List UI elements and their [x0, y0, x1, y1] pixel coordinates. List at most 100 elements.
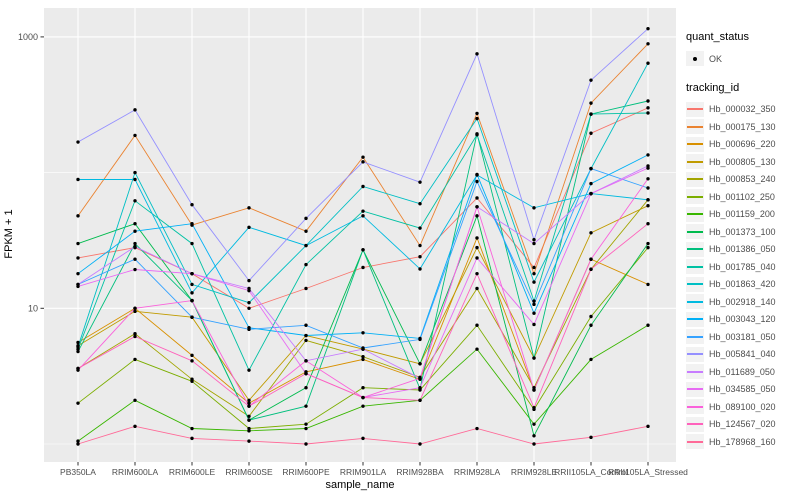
data-point — [190, 222, 194, 226]
legend-item-Hb_003043_120: Hb_003043_120 — [686, 311, 798, 329]
legend-label: Hb_000853_240 — [709, 174, 776, 185]
data-point — [646, 166, 650, 170]
data-point — [133, 398, 137, 402]
data-point — [76, 345, 80, 349]
legend-label: Hb_011689_050 — [709, 366, 775, 377]
data-point — [646, 177, 650, 181]
data-point — [475, 179, 479, 184]
data-point — [133, 244, 137, 249]
data-point — [646, 106, 650, 110]
data-point — [361, 347, 365, 351]
line-swatch-icon — [687, 248, 703, 251]
data-point — [589, 112, 593, 116]
data-point — [418, 267, 422, 271]
data-point — [133, 267, 137, 272]
data-point — [361, 357, 365, 362]
legend-key-line — [686, 101, 704, 117]
data-point — [133, 229, 137, 233]
data-point — [361, 155, 365, 159]
data-point — [646, 204, 650, 208]
legend-item-Hb_000032_350: Hb_000032_350 — [686, 101, 798, 119]
data-point — [304, 333, 308, 338]
data-point — [532, 271, 536, 276]
legend-label: Hb_000032_350 — [709, 104, 776, 115]
data-point — [304, 442, 308, 446]
data-point — [475, 236, 479, 240]
data-point — [646, 111, 650, 115]
data-point — [475, 111, 479, 116]
x-axis-tick-label: RRII105LA_Control — [554, 467, 628, 477]
data-point — [532, 442, 536, 446]
data-point — [475, 271, 479, 276]
data-point — [304, 286, 308, 291]
data-point — [304, 323, 308, 327]
data-point — [304, 371, 308, 376]
data-point — [304, 216, 308, 221]
line-swatch-icon — [687, 125, 703, 128]
line-swatch-icon — [687, 370, 703, 373]
legend-item-Hb_001102_250: Hb_001102_250 — [686, 188, 798, 206]
legend-key-line — [686, 259, 704, 275]
data-point — [133, 331, 137, 336]
data-point — [532, 434, 536, 438]
data-point — [418, 226, 422, 230]
y-axis-tick-label: 1000 — [18, 32, 38, 42]
legend-key-line — [686, 119, 704, 135]
legend-label: Hb_005841_040 — [709, 349, 776, 360]
legend: quant_status OK tracking_id Hb_000032_35… — [686, 31, 798, 465]
data-point — [133, 309, 137, 314]
legend-key-line — [686, 364, 704, 380]
data-point — [418, 201, 422, 206]
x-axis-title: sample_name — [325, 479, 395, 491]
legend-item-Hb_034585_050: Hb_034585_050 — [686, 381, 798, 399]
data-point — [133, 306, 137, 310]
data-point — [475, 133, 479, 137]
data-point — [247, 225, 251, 230]
legend-item-Hb_124567_020: Hb_124567_020 — [686, 416, 798, 434]
data-point — [646, 241, 650, 246]
data-point — [247, 418, 251, 422]
data-point — [418, 398, 422, 402]
data-point — [133, 222, 137, 226]
data-point — [361, 404, 365, 408]
data-point — [589, 435, 593, 440]
data-point — [304, 359, 308, 363]
line-swatch-icon — [687, 405, 703, 408]
data-point — [247, 300, 251, 305]
legend-key-line — [686, 416, 704, 432]
line-swatch-icon — [687, 160, 703, 163]
data-point — [190, 282, 194, 287]
data-point — [418, 337, 422, 342]
legend-label: Hb_001159_200 — [709, 209, 775, 220]
legend-block-quant-status: quant_status OK — [686, 31, 798, 68]
legend-item-Hb_089100_020: Hb_089100_020 — [686, 398, 798, 416]
legend-tracking-id-items: Hb_000032_350 Hb_000175_130 Hb_000696_220 H… — [686, 101, 798, 451]
data-point — [247, 439, 251, 443]
legend-item-Hb_000696_220: Hb_000696_220 — [686, 136, 798, 154]
data-point — [76, 401, 80, 405]
data-point — [646, 99, 650, 103]
data-point — [475, 323, 479, 327]
data-point — [304, 229, 308, 233]
data-point — [532, 406, 536, 410]
data-point — [532, 302, 536, 307]
legend-label: Hb_089100_020 — [709, 401, 776, 412]
data-point — [247, 398, 251, 402]
data-point — [532, 241, 536, 246]
data-point — [247, 327, 251, 332]
data-point — [646, 222, 650, 226]
data-point — [133, 108, 137, 112]
data-point — [589, 166, 593, 171]
panel-background — [44, 8, 676, 462]
data-point — [304, 243, 308, 248]
data-point — [133, 334, 137, 339]
data-point — [190, 291, 194, 295]
data-point — [589, 231, 593, 235]
data-point — [76, 177, 80, 182]
data-point — [133, 133, 137, 138]
data-point — [532, 311, 536, 315]
x-axis-tick-label: RRIM600LE — [169, 467, 216, 477]
legend-item-Hb_001386_050: Hb_001386_050 — [686, 241, 798, 259]
line-swatch-icon — [687, 335, 703, 338]
